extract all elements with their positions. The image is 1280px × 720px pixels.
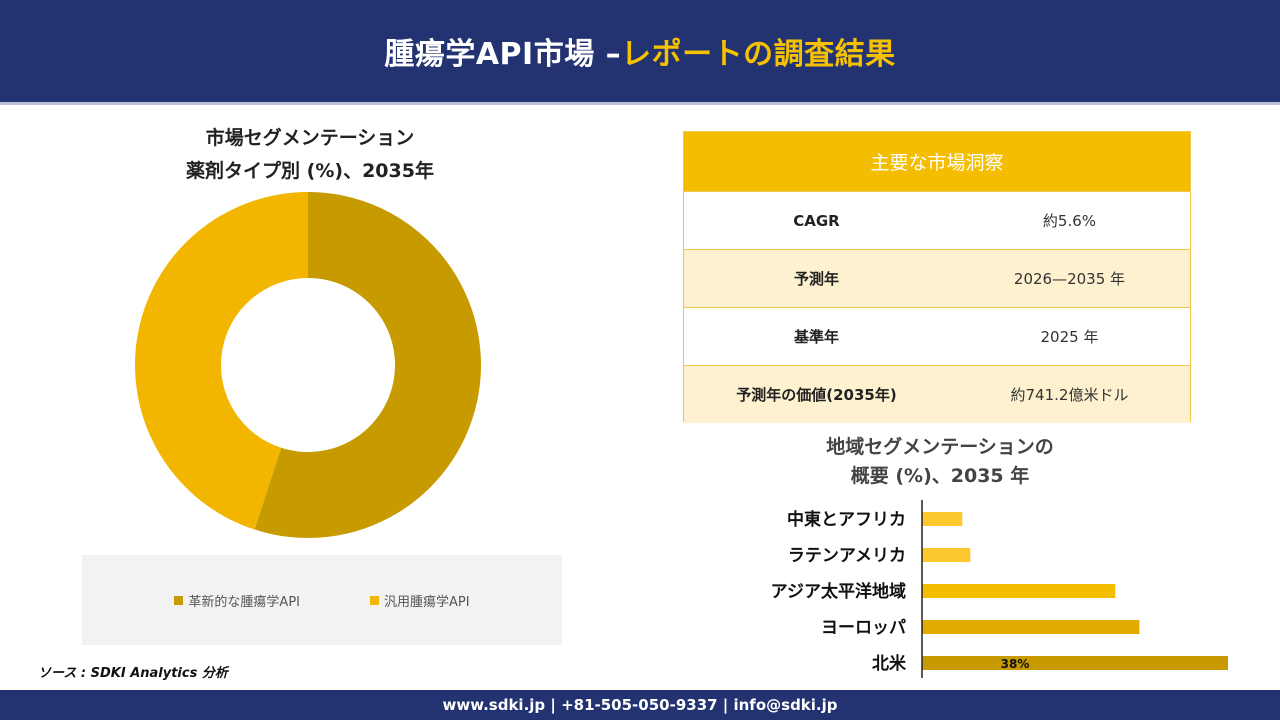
bar-category-label: ラテンアメリカ: [788, 546, 906, 566]
bar-data-label: 38%: [1001, 657, 1030, 671]
bar-title-line-1: 地域セグメンテーションの: [826, 436, 1054, 458]
bar: [922, 656, 1228, 670]
legend-item: 汎用腫瘍学API: [370, 591, 470, 610]
legend-label: 革新的な腫瘍学API: [188, 594, 300, 610]
donut-chart: [135, 192, 482, 538]
bar: [922, 548, 971, 562]
donut-slice: [254, 192, 482, 538]
insights-label: 基準年: [793, 328, 839, 346]
insights-label: 予測年の価値(2035年): [736, 386, 897, 404]
bar: [922, 512, 963, 526]
insights-heading: 主要な市場洞察: [684, 132, 1190, 191]
donut-title-line-2: 薬剤タイプ別 (%)、2035年: [186, 160, 434, 182]
legend-swatch: [174, 595, 184, 605]
bar-category-label: ヨーロッパ: [821, 618, 906, 638]
legend-label: 汎用腫瘍学API: [384, 594, 470, 610]
insights-row-base-year: 基準年 2025 年: [684, 307, 1190, 365]
insights-row-forecast-value: 予測年の価値(2035年) 約741.2億米ドル: [684, 365, 1190, 423]
insights-row-forecast-years: 予測年 2026—2035 年: [684, 249, 1190, 307]
bar: [922, 620, 1140, 634]
donut-legend: 革新的な腫瘍学API 汎用腫瘍学API: [82, 555, 562, 645]
title-separator: –: [594, 37, 622, 72]
bar: [922, 584, 1116, 598]
insights-value: 2026—2035 年: [1013, 270, 1126, 288]
header-bar: 腫瘍学API市場 –レポートの調査結果: [0, 0, 1280, 102]
page-title: 腫瘍学API市場 –レポートの調査結果: [384, 29, 895, 73]
title-accent: レポートの調査結果: [621, 37, 896, 72]
donut-chart-title: 市場セグメンテーション 薬剤タイプ別 (%)、2035年: [90, 122, 530, 188]
bar-category-label: アジア太平洋地域: [771, 581, 906, 602]
donut-slice: [135, 192, 308, 530]
insights-row-cagr: CAGR 約5.6%: [684, 191, 1190, 249]
insights-value: 約5.6%: [1042, 212, 1097, 230]
footer-contact: www.sdki.jp | +81-505-050-9337 | info@sd…: [0, 690, 1280, 720]
header-divider: [0, 102, 1280, 105]
insights-value: 約741.2億米ドル: [1010, 386, 1129, 404]
bar-category-label: 中東とアフリカ: [787, 509, 906, 530]
legend-swatch: [370, 595, 379, 605]
insights-label: 予測年: [793, 270, 839, 288]
bar-category-label: 北米: [872, 653, 907, 674]
source-note: ソース : SDKI Analytics 分析: [38, 666, 228, 681]
insights-table: 主要な市場洞察 CAGR 約5.6% 予測年 2026—2035 年 基準年 2…: [683, 131, 1191, 423]
bar-chart-title: 地域セグメンテーションの 概要 (%)、2035 年: [760, 433, 1120, 491]
insights-value: 2025 年: [1040, 328, 1099, 346]
legend-item: 革新的な腫瘍学API: [174, 591, 300, 610]
donut-title-line-1: 市場セグメンテーション: [205, 127, 415, 149]
insights-label: CAGR: [793, 211, 840, 230]
bar-title-line-2: 概要 (%)、2035 年: [850, 465, 1030, 487]
title-main: 腫瘍学API市場: [384, 37, 595, 72]
